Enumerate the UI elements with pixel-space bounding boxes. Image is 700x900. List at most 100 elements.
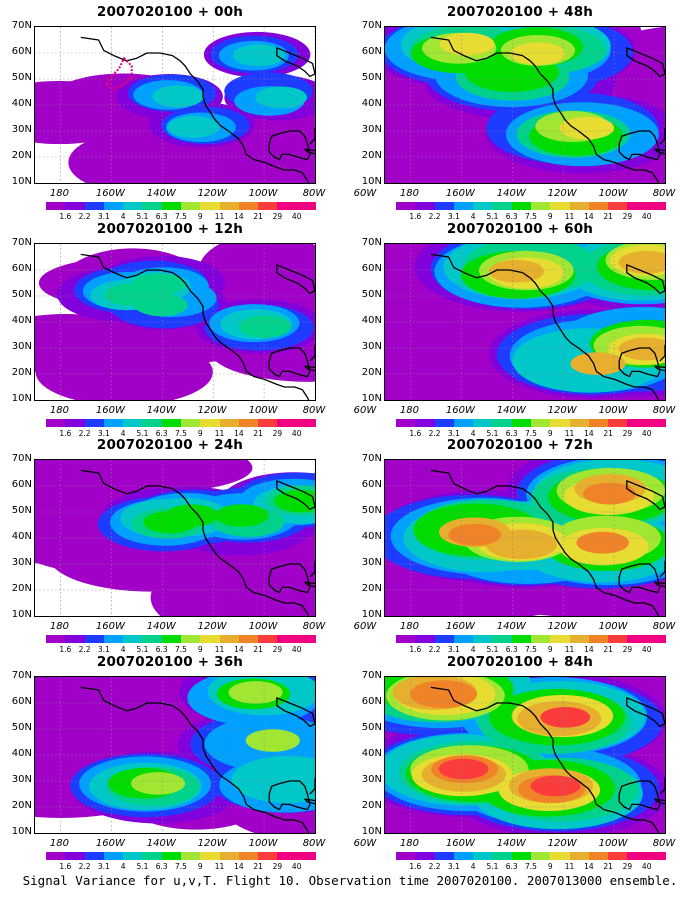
colorbar-swatch — [550, 635, 570, 643]
longitude-tick-label: 60W — [695, 405, 700, 416]
map-plot-area — [34, 243, 316, 401]
variance-contour — [255, 86, 308, 109]
longitude-tick-label: 120W — [547, 838, 577, 849]
panel-title: 2007020100 + 00h — [96, 4, 244, 20]
coastline — [618, 780, 661, 811]
colorbar-swatch — [415, 419, 435, 427]
latitude-tick-label: 50N — [361, 505, 382, 516]
colorbar-label: 9 — [197, 645, 203, 654]
colorbar-swatch — [453, 852, 474, 860]
colorbar-label: 4 — [120, 862, 126, 871]
colorbar-swatch — [123, 419, 143, 427]
latitude-tick-label: 30N — [11, 341, 32, 352]
colorbar-label: 5.1 — [136, 212, 149, 221]
colorbar-swatch — [46, 852, 66, 860]
colorbar-swatch — [453, 202, 474, 210]
variance-contour — [232, 44, 285, 67]
colorbar-swatch — [219, 202, 239, 210]
latitude-tick-label: 20N — [11, 800, 32, 811]
colorbar-swatch — [258, 635, 278, 643]
coastline — [80, 36, 310, 183]
colorbar-label: 29 — [272, 862, 283, 871]
colorbar-label: 40 — [641, 212, 652, 221]
latitude-tick-label: 40N — [11, 98, 32, 109]
colorbar-swatch — [277, 852, 297, 860]
colorbar-label: 3.1 — [447, 645, 460, 654]
colorbar-swatch — [588, 852, 609, 860]
colorbar-label: 29 — [622, 212, 633, 221]
coastline — [304, 581, 315, 588]
latitude-tick-label: 50N — [361, 722, 382, 733]
longitude-tick-label: 140W — [146, 188, 176, 199]
panel-title: 2007020100 + 48h — [446, 4, 594, 20]
colorbar-label: 4 — [470, 212, 476, 221]
colorbar — [46, 419, 316, 427]
longitude-tick-label: 100W — [248, 405, 278, 416]
variance-contour — [485, 529, 558, 560]
colorbar-label: 6.3 — [155, 212, 168, 221]
colorbar-label: 40 — [291, 862, 302, 871]
colorbar-swatch — [627, 202, 647, 210]
longitude-tick-label: 120W — [197, 405, 227, 416]
longitude-tick-label: 100W — [598, 405, 628, 416]
colorbar-label: 1.6 — [59, 429, 72, 438]
colorbar-swatch — [569, 202, 589, 210]
variance-contour — [104, 283, 158, 306]
colorbar-label: 1.6 — [409, 862, 422, 871]
coastline — [304, 365, 315, 372]
coastline — [268, 780, 311, 811]
colorbar-label: 40 — [291, 429, 302, 438]
colorbar-swatch — [569, 852, 589, 860]
coastline — [268, 130, 311, 161]
coastline — [654, 581, 665, 588]
colorbar-swatch — [142, 852, 162, 860]
colorbar — [396, 635, 666, 643]
colorbar-swatch — [511, 852, 531, 860]
longitude-tick-label: 100W — [248, 621, 278, 632]
variance-contour — [228, 681, 283, 704]
colorbar-label: 9 — [197, 862, 203, 871]
variance-contour — [35, 338, 213, 400]
colorbar-label: 11 — [564, 645, 575, 654]
map-plot-area — [384, 459, 666, 617]
figure-caption: Signal Variance for u,v,T. Flight 10. Ob… — [22, 873, 678, 888]
colorbar-label: 5.1 — [486, 645, 499, 654]
colorbar-label: 6.3 — [505, 645, 518, 654]
colorbar-label: 6.3 — [155, 645, 168, 654]
longitude-tick-label: 180 — [49, 405, 69, 416]
latitude-tick-label: 50N — [11, 505, 32, 516]
colorbar-swatch — [434, 635, 454, 643]
latitude-tick-label: 30N — [361, 774, 382, 785]
latitude-tick-label: 50N — [361, 289, 382, 300]
colorbar-swatch — [103, 635, 124, 643]
colorbar-swatch — [200, 419, 220, 427]
longitude-tick-label: 60W — [353, 188, 377, 199]
colorbar-swatch — [161, 202, 181, 210]
colorbar-swatch — [142, 202, 162, 210]
colorbar-label: 2.2 — [78, 862, 91, 871]
coastline — [276, 264, 315, 295]
colorbar-swatch — [646, 635, 666, 643]
variance-contour — [231, 755, 315, 804]
coastline — [654, 148, 665, 155]
variance-contour — [130, 772, 186, 795]
colorbar-label: 4 — [470, 862, 476, 871]
colorbar-swatch — [453, 635, 474, 643]
longitude-tick-label: 120W — [547, 188, 577, 199]
colorbar-swatch — [569, 419, 589, 427]
longitude-tick-label: 100W — [248, 188, 278, 199]
coastline — [626, 697, 665, 728]
longitude-tick-label: 120W — [197, 621, 227, 632]
latitude-tick-label: 60N — [361, 479, 382, 490]
latitude-tick-label: 10N — [361, 393, 382, 404]
variance-contour — [198, 244, 315, 310]
longitude-tick-label: 180 — [49, 621, 69, 632]
colorbar-swatch — [434, 419, 454, 427]
coastline — [430, 686, 660, 833]
variance-contour — [35, 80, 143, 145]
coastline — [276, 697, 315, 728]
colorbar-swatch — [511, 419, 531, 427]
coastline — [268, 563, 311, 594]
panel-title: 2007020100 + 84h — [446, 654, 594, 670]
colorbar-swatch — [646, 202, 666, 210]
